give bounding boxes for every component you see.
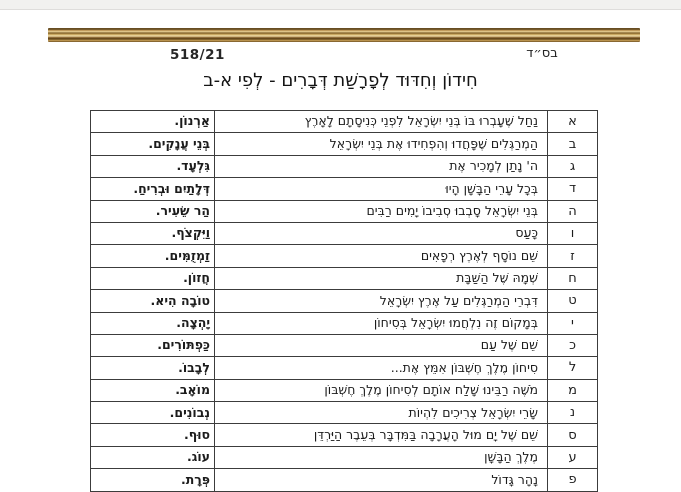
answer-cell: בְּנֵי עֲנָקִים. bbox=[91, 133, 215, 155]
letter-cell: ל bbox=[568, 360, 577, 376]
letter-cell: ס bbox=[568, 427, 577, 443]
answer-cell: הַר שֵׂעִיר. bbox=[91, 200, 215, 222]
question-cell: נָהָר גָּדוֹל bbox=[215, 469, 548, 491]
table-row: כ שֵׁם שֶׁל עַם כַּפְתּוֹרִים. bbox=[91, 334, 597, 358]
table-row: א נַחַל שֶׁעָבְרוּ בּוֹ בְּנֵי יִשְׂרָאֵ… bbox=[91, 111, 597, 134]
answer-cell: אַרְנוֹן. bbox=[91, 111, 215, 133]
answer-cell: פְּרָת. bbox=[91, 469, 215, 491]
letter-cell: ז bbox=[570, 248, 575, 264]
table-row: ל סִיחוֹן מֶלֶךְ חֶשְׁבּוֹן אִמֵּץ אֶת..… bbox=[91, 357, 597, 380]
page-title: חִידוֹן וְחִדּוּד לְפָרָשַׁת דְּבָרִים -… bbox=[203, 70, 478, 91]
question-cell: שֵׁם שֶׁל עַם bbox=[215, 334, 548, 357]
letter-cell: מ bbox=[568, 382, 577, 398]
question-cell: בְּכָל עָרֵי הַבָּשָׁן הָיוּ bbox=[215, 178, 548, 200]
answer-cell: יָהְצָה. bbox=[91, 312, 215, 334]
answer-cell: גִּלְעָד. bbox=[91, 155, 215, 178]
table-row: י בְּמָקוֹם זֶה נִלְחֲמוּ יִשְׂרָאֵל בְּ… bbox=[91, 312, 597, 335]
answer-cell: לְבָבוֹ. bbox=[91, 357, 215, 379]
table-row: מ מֹשֶׁה רַבֵּינוּ שָׁלַח אוֹתָם לְסִיחו… bbox=[91, 379, 597, 403]
question-cell: כָּעַס bbox=[215, 222, 548, 245]
answer-cell: נְבוֹנִים. bbox=[91, 402, 215, 424]
letter-cell: ה bbox=[568, 203, 577, 219]
letter-cell: כ bbox=[569, 338, 576, 354]
bsd-header-text: בס״ד bbox=[526, 46, 558, 61]
question-cell: שְׁמָהּ שֶׁל הַשַּׁבָּת bbox=[215, 267, 548, 290]
letter-cell: א bbox=[568, 114, 577, 130]
table-row: ט דִּבְרֵי הַמְרַגְּלִים עַל אֶרֶץ יִשְׂ… bbox=[91, 290, 597, 313]
question-cell: שֵׁם שֶׁל יָם מוּל הָעֲרָבָה בַּמִּדְבָּ… bbox=[215, 424, 548, 446]
answer-cell: וַיִּקְצֹף. bbox=[91, 222, 215, 245]
letter-cell: י bbox=[571, 315, 574, 331]
table-row: נ שָׂרֵי יִשְׂרָאֵל צְרִיכִים לִהְיוֹת נ… bbox=[91, 402, 597, 425]
question-cell: בְּמָקוֹם זֶה נִלְחֲמוּ יִשְׂרָאֵל בְּסִ… bbox=[215, 312, 548, 334]
question-cell: סִיחוֹן מֶלֶךְ חֶשְׁבּוֹן אִמֵּץ אֶת... bbox=[215, 357, 548, 379]
quiz-table: א נַחַל שֶׁעָבְרוּ בּוֹ בְּנֵי יִשְׂרָאֵ… bbox=[90, 110, 598, 492]
table-row: פ נָהָר גָּדוֹל פְּרָת. bbox=[91, 469, 597, 492]
letter-cell: פ bbox=[568, 472, 577, 488]
question-cell: שָׂרֵי יִשְׂרָאֵל צְרִיכִים לִהְיוֹת bbox=[215, 402, 548, 424]
page-top-margin-strip bbox=[0, 0, 681, 10]
letter-cell: ע bbox=[568, 450, 577, 466]
question-cell: בְּנֵי יִשְׂרָאֵל סָבְבוּ סְבִיבוֹ יָמִי… bbox=[215, 200, 548, 222]
letter-cell: ד bbox=[568, 181, 577, 197]
table-row: ד בְּכָל עָרֵי הַבָּשָׁן הָיוּ דְּלָתַיִ… bbox=[91, 178, 597, 201]
letter-cell: ב bbox=[568, 136, 577, 152]
answer-cell: כַּפְתּוֹרִים. bbox=[91, 334, 215, 357]
question-cell: שֵׁם נוֹסָף לְאֶרֶץ רְפָאִים bbox=[215, 245, 548, 267]
table-row: ע מֶלֶךְ הַבָּשָׁן עוֹג. bbox=[91, 446, 597, 470]
table-row: ה בְּנֵי יִשְׂרָאֵל סָבְבוּ סְבִיבוֹ יָמ… bbox=[91, 200, 597, 223]
table-row: ג ה' נָתַן לְמָכִיר אֶת גִּלְעָד. bbox=[91, 155, 597, 179]
question-cell: מֹשֶׁה רַבֵּינוּ שָׁלַח אוֹתָם לְסִיחוֹן… bbox=[215, 379, 548, 402]
answer-cell: חֲזוֹן. bbox=[91, 267, 215, 290]
table-row: ז שֵׁם נוֹסָף לְאֶרֶץ רְפָאִים זַמְזֻמִּ… bbox=[91, 245, 597, 268]
question-cell: ה' נָתַן לְמָכִיר אֶת bbox=[215, 155, 548, 178]
question-cell: מֶלֶךְ הַבָּשָׁן bbox=[215, 446, 548, 469]
table-row: ב הַמְרַגְּלִים שֶׁפָּחֲדוּ וְהִפְחִידוּ… bbox=[91, 133, 597, 156]
question-cell: הַמְרַגְּלִים שֶׁפָּחֲדוּ וְהִפְחִידוּ א… bbox=[215, 133, 548, 155]
letter-cell: ו bbox=[570, 226, 575, 242]
answer-cell: דְּלָתַיִם וּבְרִיחַ. bbox=[91, 178, 215, 200]
question-cell: דִּבְרֵי הַמְרַגְּלִים עַל אֶרֶץ יִשְׂרָ… bbox=[215, 290, 548, 312]
table-row: ו כָּעַס וַיִּקְצֹף. bbox=[91, 222, 597, 246]
quiz-table-body: א נַחַל שֶׁעָבְרוּ בּוֹ בְּנֵי יִשְׂרָאֵ… bbox=[91, 111, 597, 492]
answer-cell: טוֹבָה הִיא. bbox=[91, 290, 215, 312]
answer-cell: עוֹג. bbox=[91, 446, 215, 469]
letter-cell: ח bbox=[568, 270, 577, 286]
decorative-gold-rule bbox=[48, 28, 640, 42]
table-row: ח שְׁמָהּ שֶׁל הַשַּׁבָּת חֲזוֹן. bbox=[91, 267, 597, 291]
answer-cell: סוּף. bbox=[91, 424, 215, 446]
letter-cell: נ bbox=[569, 405, 576, 421]
answer-cell: מוֹאָב. bbox=[91, 379, 215, 402]
answer-cell: זַמְזֻמִּים. bbox=[91, 245, 215, 267]
letter-cell: ג bbox=[569, 158, 576, 174]
question-cell: נַחַל שֶׁעָבְרוּ בּוֹ בְּנֵי יִשְׂרָאֵל … bbox=[215, 111, 548, 133]
document-number: 518/21 bbox=[170, 47, 225, 63]
letter-cell: ט bbox=[568, 293, 577, 309]
table-row: ס שֵׁם שֶׁל יָם מוּל הָעֲרָבָה בַּמִּדְב… bbox=[91, 424, 597, 447]
